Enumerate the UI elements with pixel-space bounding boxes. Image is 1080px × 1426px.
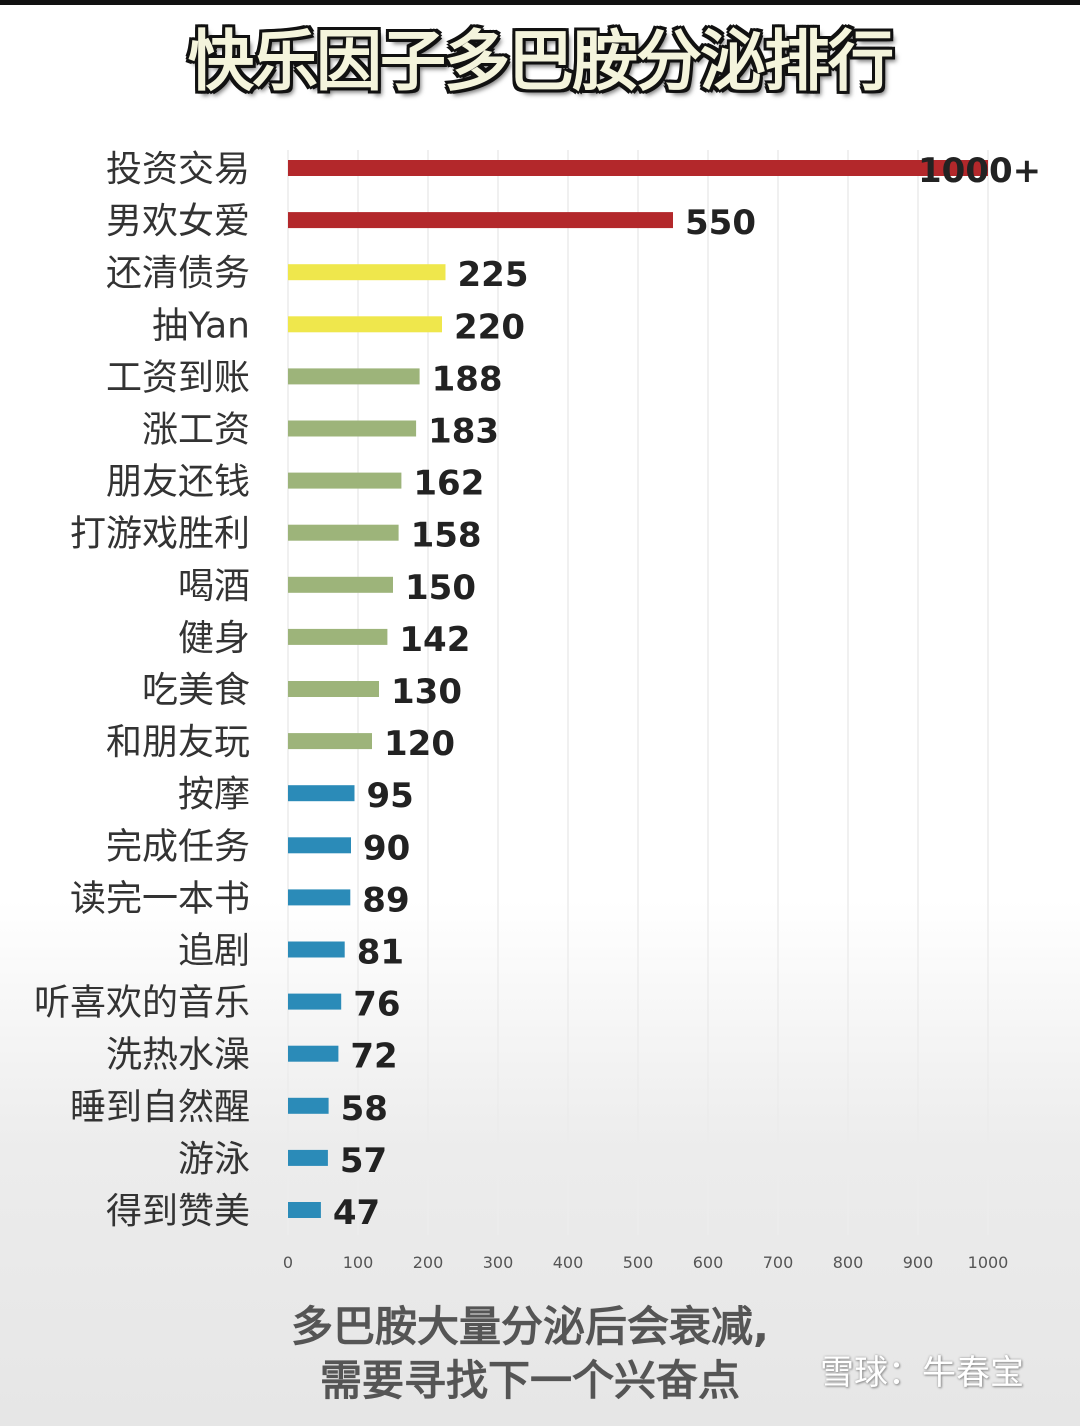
data-label: 120 <box>384 724 455 764</box>
bar <box>288 681 379 697</box>
data-label: 220 <box>454 307 525 347</box>
data-label: 550 <box>685 203 756 243</box>
bar <box>288 316 442 333</box>
data-label: 81 <box>357 933 404 973</box>
data-label: 130 <box>391 672 462 712</box>
x-tick-label: 400 <box>553 1253 584 1272</box>
data-label: 150 <box>405 568 476 608</box>
data-label: 142 <box>399 620 470 660</box>
data-label: 47 <box>333 1193 380 1233</box>
x-tick-label: 700 <box>763 1253 794 1272</box>
bar-chart: 0 100 200 300 400 500 600 700 800 900 1000 投资交易 1000… <box>34 149 1041 1272</box>
x-tick-label: 1000 <box>968 1253 1009 1272</box>
bar <box>288 472 402 489</box>
category-label: 涨工资 <box>142 410 250 451</box>
category-label: 还清债务 <box>106 253 250 294</box>
x-tick-label: 100 <box>343 1253 374 1272</box>
data-label: 76 <box>353 985 400 1025</box>
data-label: 89 <box>362 880 409 920</box>
bar <box>288 941 345 958</box>
bar <box>288 733 372 750</box>
bar <box>288 1045 339 1062</box>
category-label: 抽Yan <box>152 305 250 346</box>
data-label: 158 <box>411 516 482 556</box>
category-label: 追剧 <box>178 931 250 972</box>
x-tick-label: 800 <box>833 1253 864 1272</box>
category-label: 工资到账 <box>106 357 250 398</box>
category-label: 读完一本书 <box>70 878 250 919</box>
category-label: 打游戏胜利 <box>70 514 250 555</box>
caption-line-1: 多巴胺大量分泌后会衰减, <box>291 1302 769 1351</box>
caption-line-2: 需要寻找下一个兴奋点 <box>319 1356 740 1405</box>
data-label: 95 <box>367 776 414 816</box>
bar <box>288 889 351 906</box>
x-tick-label: 500 <box>623 1253 654 1272</box>
category-label: 游泳 <box>178 1139 250 1180</box>
caption: 多巴胺大量分泌后会衰减, 需要寻找下一个兴奋点 <box>230 1300 830 1408</box>
category-label: 男欢女爱 <box>106 201 250 242</box>
bar <box>288 524 399 541</box>
watermark: 雪球：牛春宝 <box>820 1353 1024 1393</box>
bar <box>288 576 393 593</box>
category-label: 吃美食 <box>142 670 250 711</box>
chart-title: 快乐因子多巴胺分泌排行 <box>188 23 894 100</box>
x-tick-label: 200 <box>413 1253 444 1272</box>
category-label: 睡到自然醒 <box>70 1087 250 1128</box>
bar <box>288 420 417 437</box>
category-label: 按摩 <box>178 774 250 815</box>
category-label: 洗热水澡 <box>106 1035 250 1076</box>
category-label: 听喜欢的音乐 <box>34 983 250 1024</box>
data-label: 90 <box>363 828 410 868</box>
category-label: 朋友还钱 <box>106 462 250 503</box>
bar <box>288 368 420 385</box>
data-label: 188 <box>432 359 503 399</box>
data-label: 225 <box>458 255 529 295</box>
bar <box>288 1202 321 1218</box>
bar <box>288 628 388 645</box>
top-border <box>0 0 1080 5</box>
data-label: 57 <box>340 1141 387 1181</box>
bar <box>288 264 446 281</box>
category-label: 喝酒 <box>178 566 250 607</box>
category-label: 健身 <box>178 618 250 659</box>
bar <box>288 837 351 854</box>
x-tick-label: 600 <box>693 1253 724 1272</box>
x-tick-label: 300 <box>483 1253 514 1272</box>
bar <box>288 1149 328 1166</box>
data-label: 162 <box>413 464 484 504</box>
data-label: 183 <box>428 412 499 452</box>
data-label: 1000+ <box>918 151 1041 191</box>
category-label: 得到赞美 <box>106 1191 250 1232</box>
category-label: 完成任务 <box>106 826 250 867</box>
bar <box>288 1097 329 1114</box>
category-label: 投资交易 <box>106 149 250 190</box>
bar <box>288 785 355 802</box>
x-tick-label: 0 <box>283 1253 293 1272</box>
bar <box>288 993 342 1010</box>
x-tick-label: 900 <box>903 1253 934 1272</box>
bar <box>288 212 673 229</box>
data-label: 72 <box>350 1037 397 1077</box>
category-label: 和朋友玩 <box>106 722 250 763</box>
data-label: 58 <box>341 1089 388 1129</box>
bar <box>288 160 988 176</box>
